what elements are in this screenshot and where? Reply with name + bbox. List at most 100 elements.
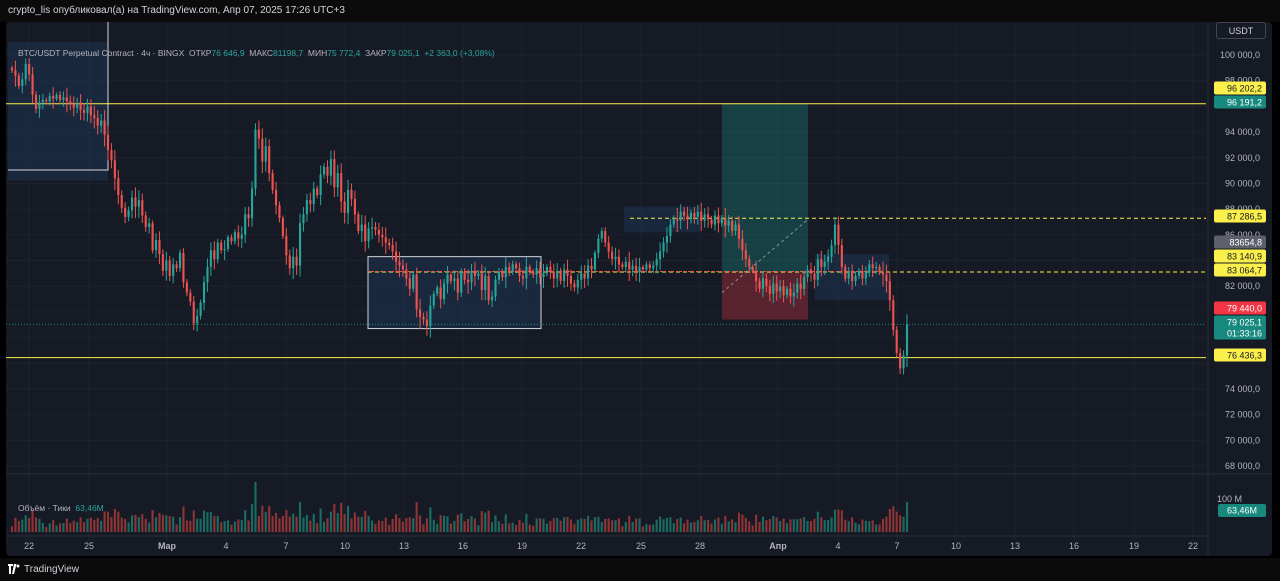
volume-bar: [652, 524, 655, 532]
volume-bar: [508, 523, 511, 532]
volume-bar: [285, 509, 288, 532]
volume-bar: [881, 518, 885, 532]
volume-bar: [473, 518, 476, 532]
volume-bar: [758, 521, 761, 532]
volume-bar: [480, 511, 483, 532]
volume-bar: [443, 515, 446, 532]
volume-bar: [833, 509, 837, 532]
volume-bar: [580, 518, 583, 532]
volume-bar: [17, 520, 20, 532]
candle-body: [151, 223, 154, 251]
volume-bar: [350, 518, 353, 532]
candle-body: [765, 278, 768, 287]
price-tag-text: 87 286,5: [1227, 212, 1262, 222]
candle-body: [24, 63, 27, 80]
candle-body: [106, 134, 110, 151]
price-tick-label: 92 000,0: [1225, 153, 1260, 163]
volume-bar: [878, 524, 881, 532]
candle-body: [813, 273, 816, 280]
candle-body: [72, 103, 75, 108]
candle-body: [336, 173, 339, 188]
volume-bar: [377, 520, 380, 532]
volume-bar: [734, 522, 737, 532]
candle-body: [346, 189, 350, 213]
candle-body: [744, 250, 747, 260]
price-tag-text: 96 202,2: [1227, 84, 1262, 94]
volume-bar: [724, 515, 727, 532]
volume-bar: [322, 521, 326, 532]
volume-bar: [268, 506, 271, 532]
candle-body: [827, 256, 830, 262]
volume-bar: [782, 518, 785, 532]
volume-bar: [621, 526, 624, 532]
candle-body: [189, 292, 192, 302]
volume-bar: [631, 522, 634, 532]
candle-body: [720, 218, 723, 224]
candle-body: [501, 272, 504, 278]
volume-bar: [765, 520, 768, 532]
candle-body: [710, 219, 713, 225]
candle-body: [250, 188, 254, 219]
candle-body: [628, 261, 631, 270]
time-label: 25: [636, 541, 646, 551]
volume-bar: [168, 515, 171, 532]
volume-bar: [713, 519, 717, 532]
tradingview-brand[interactable]: TradingView: [24, 564, 80, 575]
candle-body: [446, 274, 449, 284]
volume-bar: [360, 516, 363, 532]
candle-body: [792, 292, 795, 297]
candle-body: [14, 70, 17, 76]
high-label: МАКС: [249, 48, 274, 58]
candle-body: [717, 215, 720, 224]
candle-body: [621, 264, 624, 267]
volume-bar: [755, 514, 758, 532]
volume-bar: [830, 517, 833, 532]
candle-body: [597, 238, 600, 253]
volume-bar: [470, 516, 473, 532]
volume-bar: [196, 518, 199, 532]
candle-body: [508, 266, 511, 271]
volume-bar: [854, 522, 857, 532]
currency-button[interactable]: USDT: [1216, 22, 1266, 39]
drawing-zones: [8, 22, 889, 330]
volume-bar: [628, 515, 631, 532]
candle-body: [665, 236, 669, 243]
chart-panel[interactable]: 100 000,0 98 000,0 94 000,0 92 000,0 90 000,…: [6, 22, 1272, 556]
candle-body: [326, 166, 329, 176]
volume-bar: [779, 521, 782, 532]
volume-label[interactable]: Объём · Тики: [18, 503, 71, 513]
volume-bar: [388, 524, 391, 532]
candle-body: [772, 283, 775, 294]
volume-bar: [816, 511, 819, 532]
volume-bar: [220, 522, 223, 532]
volume-bar: [504, 514, 507, 532]
candle-body: [669, 224, 672, 237]
volume-bar: [130, 515, 134, 532]
volume-bar: [21, 519, 24, 532]
volume-bar: [206, 512, 209, 532]
candle-body: [247, 214, 250, 219]
candle-body: [809, 269, 813, 274]
candle-body: [659, 251, 662, 260]
volume-bar: [158, 512, 161, 532]
candle-body: [573, 283, 576, 288]
tradingview-logo-icon[interactable]: [8, 564, 20, 574]
volume-bar: [52, 520, 55, 532]
volume-bar: [449, 523, 452, 532]
volume-bar: [813, 518, 816, 532]
volume-bar: [48, 523, 51, 532]
volume-bars: [10, 482, 909, 532]
candle-body: [28, 63, 31, 75]
candle-body: [350, 189, 353, 199]
candle-body: [257, 129, 260, 139]
price-chart[interactable]: 100 000,0 98 000,0 94 000,0 92 000,0 90 000,…: [6, 22, 1272, 556]
candle-body: [645, 264, 648, 270]
volume-bar: [542, 518, 545, 532]
volume-bar: [761, 516, 765, 532]
symbol-name[interactable]: BTC/USDT Perpetual Contract · 4ч · BINGX: [18, 48, 185, 58]
candle-body: [343, 201, 346, 213]
volume-bar: [823, 520, 826, 532]
volume-bar: [799, 518, 802, 532]
candle-body: [583, 273, 586, 279]
candle-body: [96, 117, 99, 126]
